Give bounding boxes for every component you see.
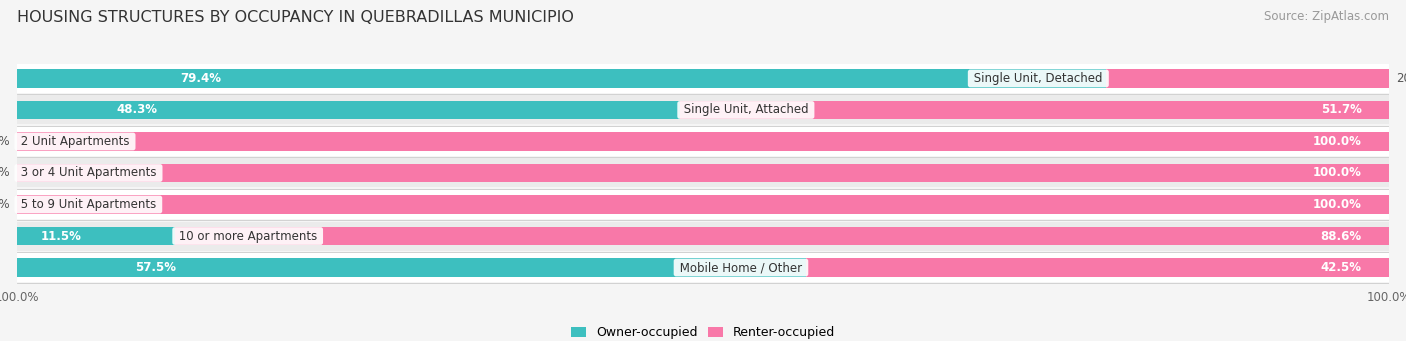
Bar [17,69,1107,88]
Bar [17,222,1389,251]
Bar [17,101,679,119]
Bar [17,64,1389,93]
Text: 100.0%: 100.0% [1313,166,1361,179]
Text: 42.5%: 42.5% [1320,261,1361,274]
Text: 20.6%: 20.6% [1396,72,1406,85]
Text: 0.0%: 0.0% [0,135,10,148]
Bar [17,95,1389,124]
Bar [17,226,174,246]
Bar [17,159,1389,188]
Bar [17,132,1389,151]
Bar [17,258,806,277]
Text: 100.0%: 100.0% [1313,198,1361,211]
Text: Mobile Home / Other: Mobile Home / Other [676,261,806,274]
Text: 5 to 9 Unit Apartments: 5 to 9 Unit Apartments [17,198,160,211]
Bar [17,127,1389,156]
Text: 51.7%: 51.7% [1320,103,1361,117]
Text: 11.5%: 11.5% [41,229,82,242]
Text: HOUSING STRUCTURES BY OCCUPANCY IN QUEBRADILLAS MUNICIPIO: HOUSING STRUCTURES BY OCCUPANCY IN QUEBR… [17,10,574,25]
Text: 100.0%: 100.0% [1313,135,1361,148]
Bar [806,258,1389,277]
Text: 2 Unit Apartments: 2 Unit Apartments [17,135,134,148]
Text: 48.3%: 48.3% [117,103,157,117]
Text: 3 or 4 Unit Apartments: 3 or 4 Unit Apartments [17,166,160,179]
Bar [17,190,1389,219]
Bar [679,101,1389,119]
Legend: Owner-occupied, Renter-occupied: Owner-occupied, Renter-occupied [567,321,839,341]
Text: 0.0%: 0.0% [0,198,10,211]
Text: Single Unit, Attached: Single Unit, Attached [679,103,813,117]
Bar [17,195,1389,214]
Text: Source: ZipAtlas.com: Source: ZipAtlas.com [1264,10,1389,23]
Text: 88.6%: 88.6% [1320,229,1361,242]
Bar [174,226,1391,246]
Text: 10 or more Apartments: 10 or more Apartments [174,229,321,242]
Text: 57.5%: 57.5% [135,261,176,274]
Text: Single Unit, Detached: Single Unit, Detached [970,72,1107,85]
Text: 79.4%: 79.4% [180,72,221,85]
Bar [17,164,1389,182]
Text: 0.0%: 0.0% [0,166,10,179]
Bar [17,253,1389,282]
Bar [1107,69,1389,88]
